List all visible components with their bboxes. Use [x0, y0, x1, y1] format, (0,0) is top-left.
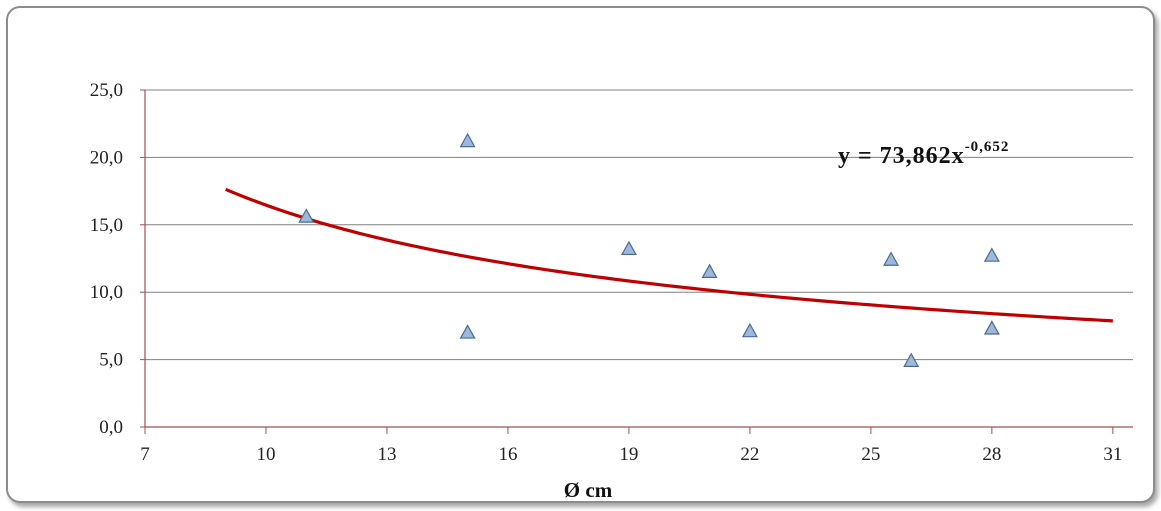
- x-tick-label-6: 25: [861, 444, 880, 465]
- data-point-8: [983, 247, 1000, 262]
- data-point-7: [903, 352, 920, 367]
- x-tick-label-5: 22: [740, 444, 759, 465]
- y-tick-label-4: 20,0: [90, 147, 123, 168]
- x-axis-title: Ø cm: [564, 478, 613, 502]
- data-points: [298, 132, 1000, 367]
- power-trendline: [225, 187, 1113, 323]
- data-point-9: [983, 320, 1000, 335]
- x-tick-label-4: 19: [619, 444, 638, 465]
- x-tick-label-1: 10: [256, 444, 275, 465]
- data-point-1: [459, 132, 476, 148]
- x-tick-label-8: 31: [1103, 444, 1122, 465]
- y-tick-label-3: 15,0: [90, 215, 123, 236]
- y-tick-label-2: 10,0: [90, 282, 123, 303]
- data-point-6: [883, 251, 900, 266]
- data-point-5: [741, 322, 758, 338]
- axes: [140, 89, 1133, 434]
- chart-frame: [6, 6, 1155, 503]
- y-tick-label-0: 0,0: [99, 417, 123, 438]
- y-tick-labels: 0,0 5,0 10,0 15,0 20,0 25,0: [90, 80, 123, 438]
- equation-base: y = 73,862x: [838, 143, 965, 169]
- trendline: [225, 187, 1113, 323]
- x-tick-label-0: 7: [140, 444, 150, 465]
- data-point-0: [298, 208, 315, 223]
- x-tick-labels: 7 10 13 16 19 22 25 28 31: [140, 444, 1122, 465]
- x-tick-label-3: 16: [498, 444, 517, 465]
- y-tick-label-1: 5,0: [99, 350, 123, 371]
- y-tick-label-5: 25,0: [90, 80, 123, 101]
- equation-exponent: -0,652: [965, 139, 1010, 155]
- x-tick-label-2: 13: [377, 444, 396, 465]
- gridlines: [145, 89, 1133, 361]
- data-point-3: [620, 240, 637, 256]
- data-point-2: [459, 324, 476, 339]
- x-tick-label-7: 28: [982, 444, 1001, 465]
- data-point-4: [701, 263, 718, 278]
- trendline-equation: y = 73,862x-0,652: [838, 139, 1009, 169]
